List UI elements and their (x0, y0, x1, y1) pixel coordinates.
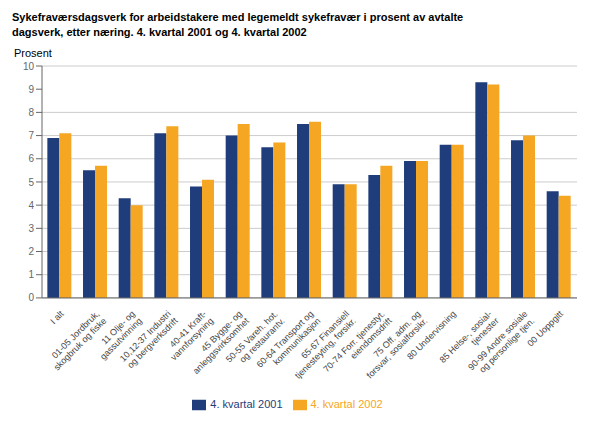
svg-text:9: 9 (28, 84, 34, 95)
svg-text:2: 2 (28, 246, 34, 257)
svg-text:5: 5 (28, 177, 34, 188)
svg-text:4: 4 (28, 200, 34, 211)
svg-text:00 Uoppgitt: 00 Uoppgitt (525, 308, 565, 348)
svg-text:01-05 Jordbruk,skogbruk og fis: 01-05 Jordbruk,skogbruk og fiske (45, 309, 109, 373)
svg-text:0: 0 (28, 292, 34, 303)
svg-text:8: 8 (28, 107, 34, 118)
svg-text:6: 6 (28, 153, 34, 164)
svg-text:90-99 Andre sosialeog personli: 90-99 Andre sosialeog personlige tjen. (466, 309, 536, 379)
svg-text:1: 1 (28, 269, 34, 280)
svg-text:10: 10 (23, 61, 35, 72)
svg-text:7: 7 (28, 130, 34, 141)
svg-text:I alt: I alt (48, 308, 66, 326)
svg-text:3: 3 (28, 223, 34, 234)
